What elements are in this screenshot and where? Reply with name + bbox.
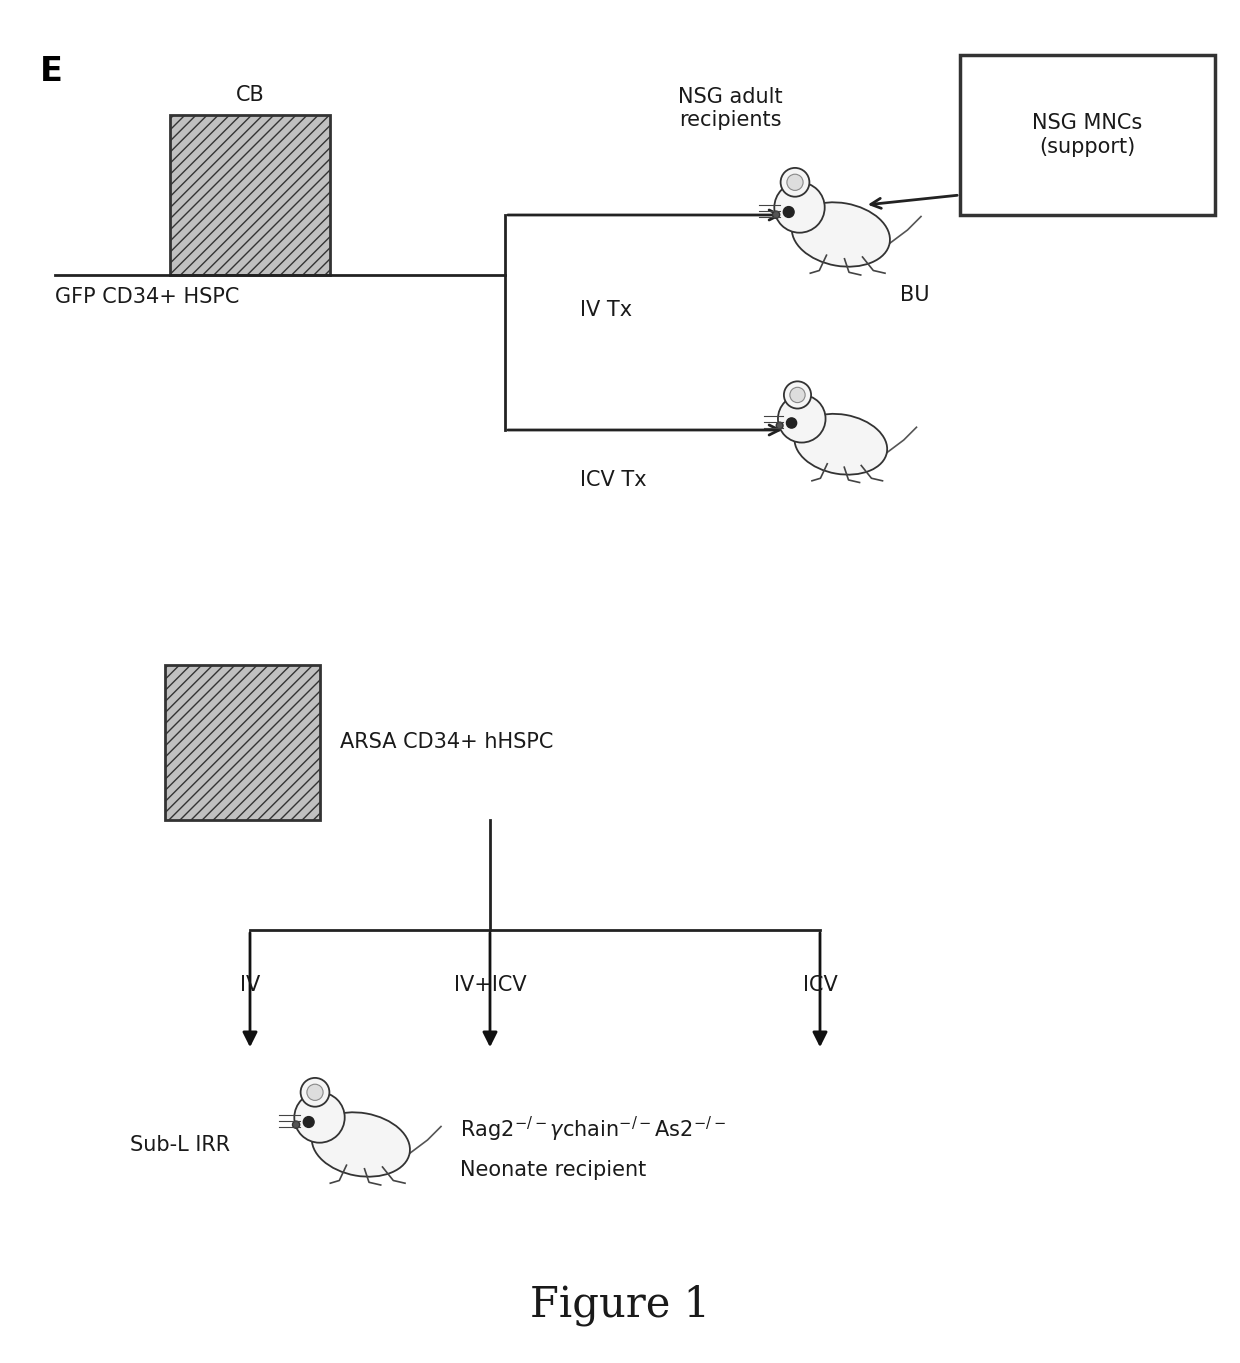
Circle shape (294, 1092, 345, 1142)
Text: NSG adult
recipients: NSG adult recipients (678, 87, 782, 129)
Text: ARSA CD34+ hHSPC: ARSA CD34+ hHSPC (340, 732, 553, 752)
Circle shape (293, 1122, 300, 1129)
Text: E: E (40, 55, 63, 89)
Text: CB: CB (236, 85, 264, 105)
Text: Figure 1: Figure 1 (529, 1284, 711, 1326)
Circle shape (790, 387, 805, 402)
Circle shape (774, 183, 825, 233)
Circle shape (776, 423, 782, 429)
Circle shape (304, 1116, 314, 1127)
FancyBboxPatch shape (165, 665, 320, 821)
Text: Neonate recipient: Neonate recipient (460, 1160, 646, 1180)
Text: ICV Tx: ICV Tx (580, 470, 646, 491)
FancyBboxPatch shape (170, 114, 330, 275)
Circle shape (773, 211, 780, 218)
Circle shape (786, 418, 796, 428)
Circle shape (306, 1084, 324, 1100)
Ellipse shape (311, 1112, 410, 1176)
Circle shape (781, 168, 810, 196)
Ellipse shape (792, 202, 890, 267)
Circle shape (784, 207, 794, 218)
Text: ICV: ICV (802, 975, 837, 995)
Circle shape (784, 382, 811, 409)
Text: BU: BU (900, 285, 930, 305)
Circle shape (300, 1078, 330, 1107)
Circle shape (787, 174, 804, 191)
Text: NSG MNCs
(support): NSG MNCs (support) (1033, 113, 1142, 157)
Ellipse shape (795, 414, 887, 474)
Text: IV+ICV: IV+ICV (454, 975, 526, 995)
FancyBboxPatch shape (960, 55, 1215, 215)
Text: GFP CD34+ HSPC: GFP CD34+ HSPC (55, 288, 239, 307)
Text: Sub-L IRR: Sub-L IRR (130, 1135, 231, 1154)
Text: IV Tx: IV Tx (580, 300, 632, 320)
Circle shape (777, 395, 826, 443)
Text: Rag2$^{-/-}$$\gamma$chain$^{-/-}$As2$^{-/-}$: Rag2$^{-/-}$$\gamma$chain$^{-/-}$As2$^{-… (460, 1115, 725, 1144)
Text: IV: IV (239, 975, 260, 995)
